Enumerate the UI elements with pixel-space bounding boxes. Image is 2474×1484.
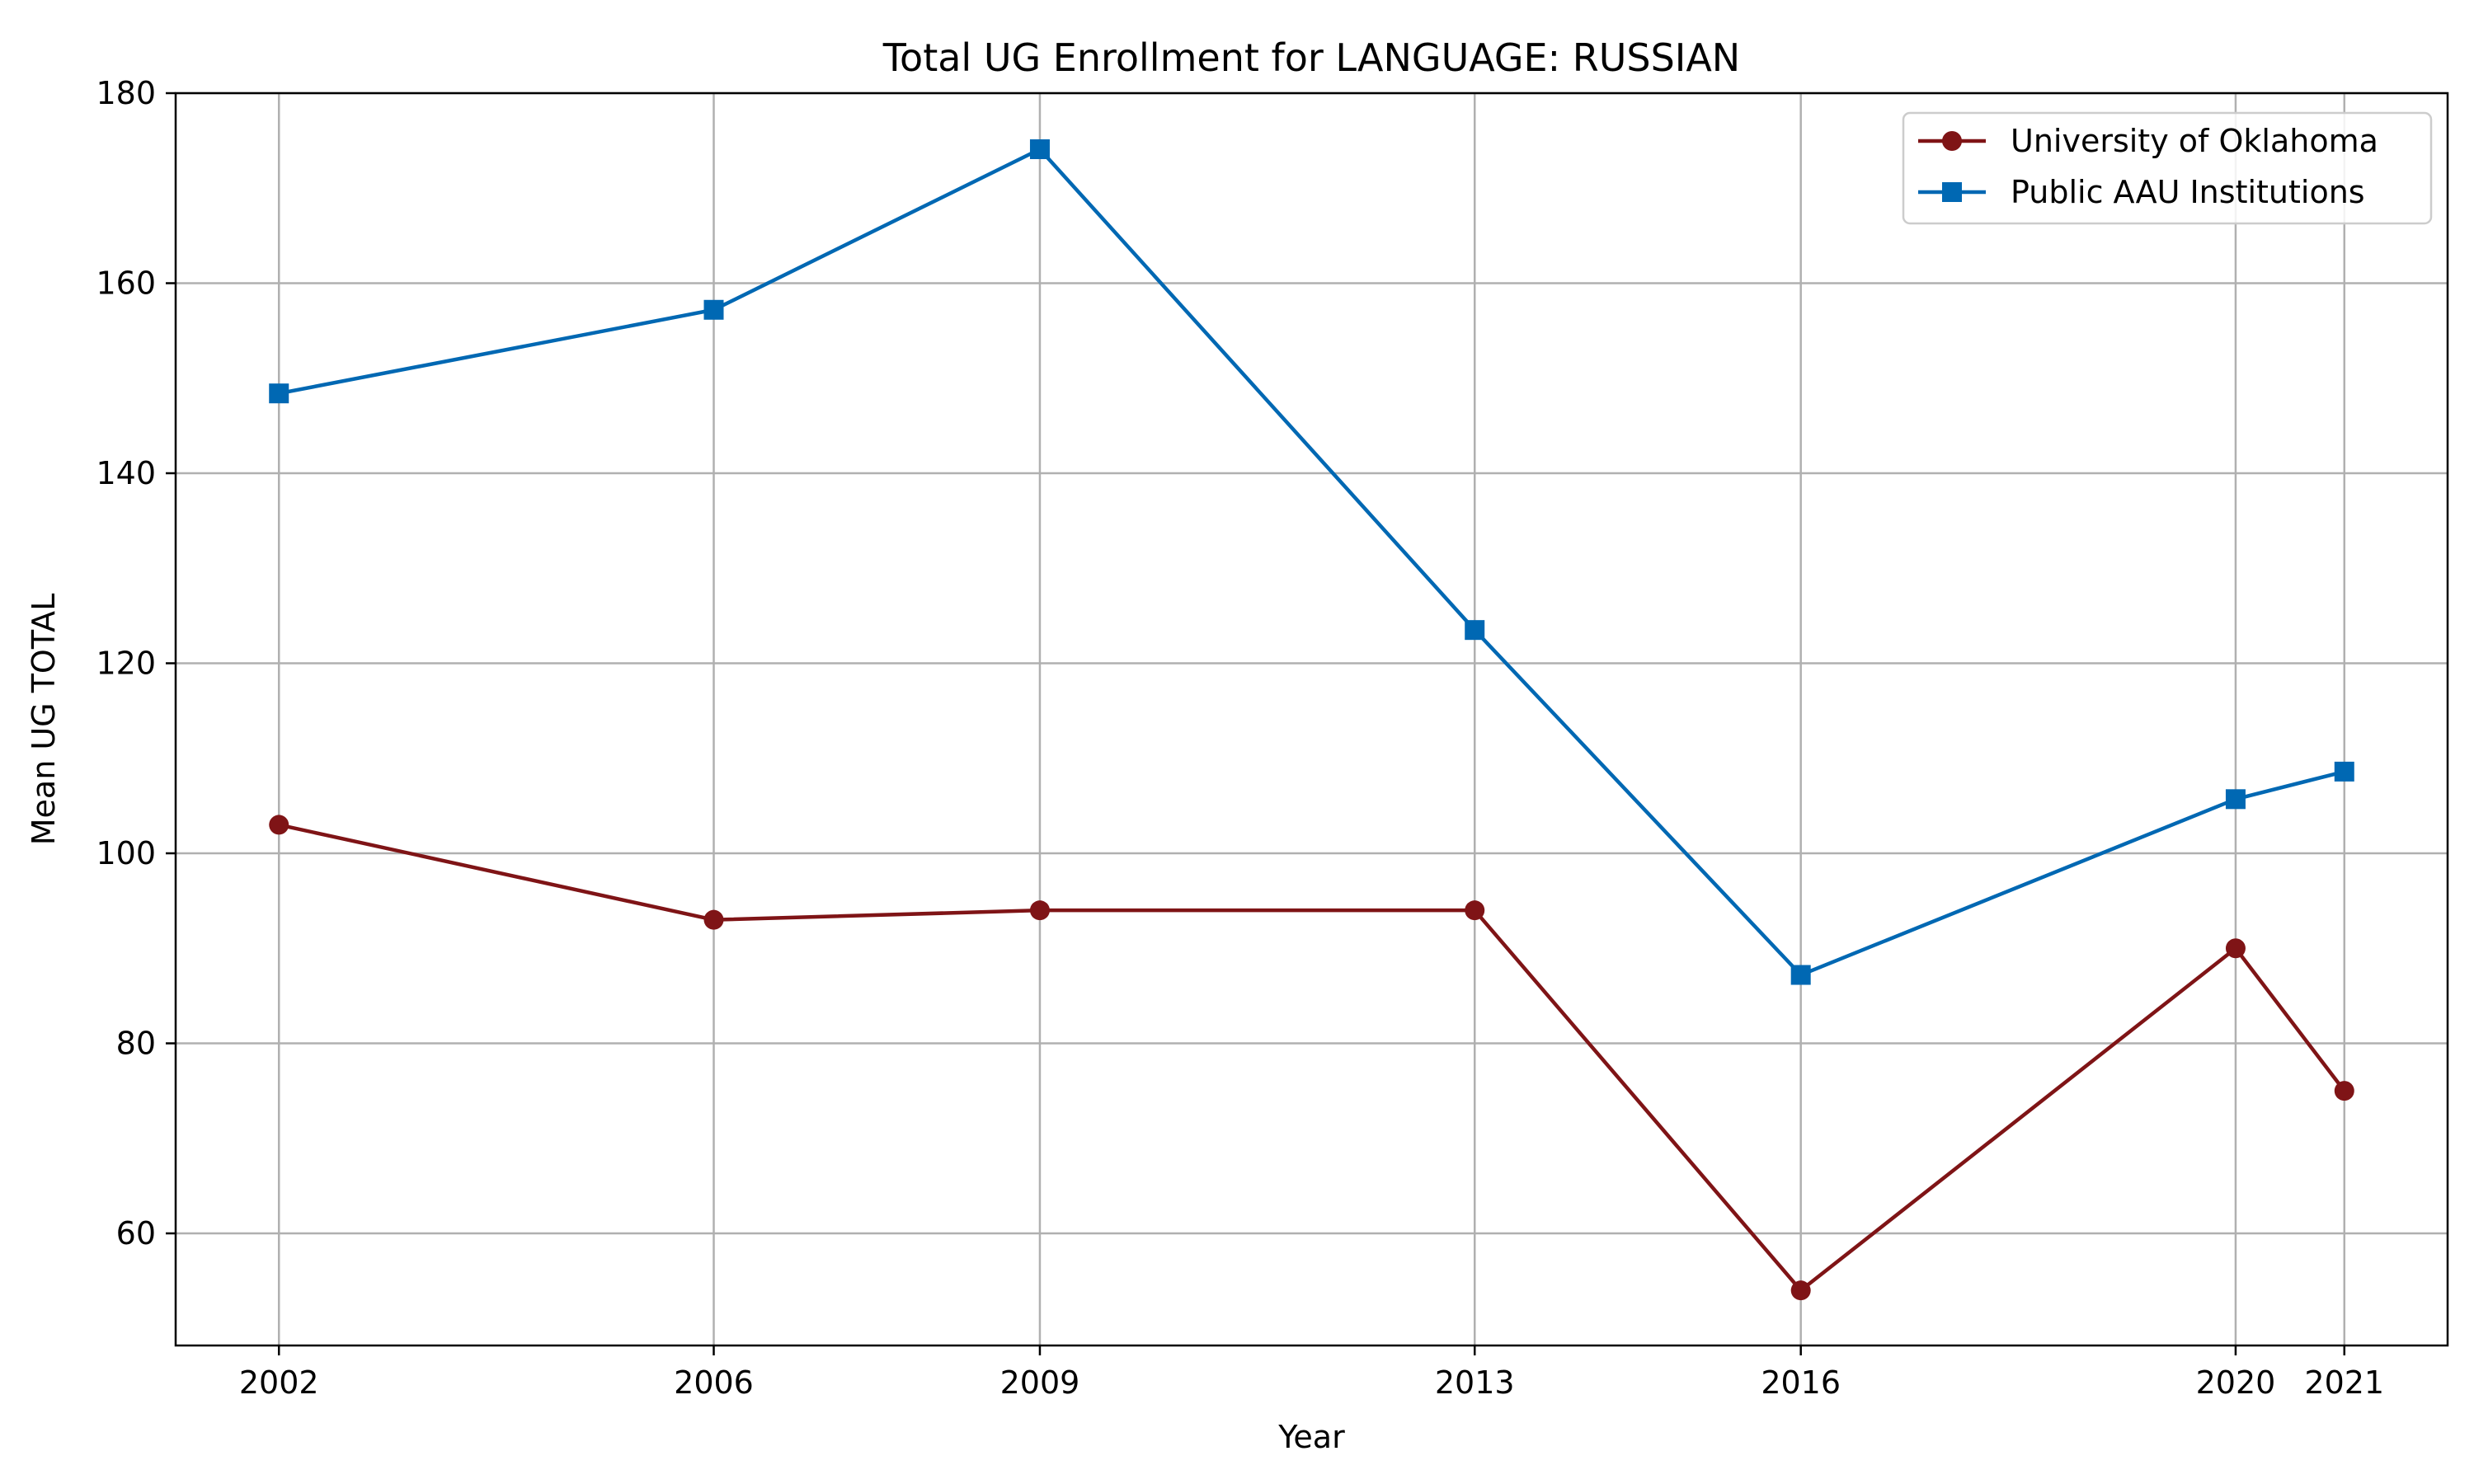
plot-frame — [174, 92, 2449, 1347]
data-point — [2334, 761, 2354, 782]
x-tick-label: 2016 — [1761, 1364, 1841, 1401]
series-layer — [269, 139, 2354, 1301]
data-point — [1465, 620, 1485, 641]
y-tick-label: 60 — [116, 1215, 156, 1252]
axis-ticks: 2002 2006 2009 2013 2016 2020 2021 60 80 100 120 14… — [96, 75, 2384, 1401]
legend: University of Oklahoma Public AAU Institu… — [1902, 111, 2433, 225]
legend-label: Public AAU Institutions — [2011, 174, 2365, 210]
data-point — [1029, 139, 1050, 159]
data-point — [1465, 900, 1485, 921]
legend-swatch-marker — [1942, 182, 1962, 202]
y-tick-label: 140 — [96, 455, 156, 491]
y-tick-label: 120 — [96, 646, 156, 682]
data-point — [1029, 900, 1050, 921]
data-point — [269, 383, 289, 404]
data-point — [1790, 965, 1811, 985]
y-tick-label: 100 — [96, 835, 156, 871]
y-tick-label: 160 — [96, 265, 156, 302]
data-point — [703, 909, 724, 930]
legend-box — [1902, 111, 2433, 225]
y-tick-label: 80 — [116, 1026, 156, 1062]
data-point — [703, 299, 724, 320]
data-point — [2334, 1081, 2354, 1101]
legend-swatch-marker — [1942, 131, 1962, 151]
y-tick-label: 180 — [96, 75, 156, 111]
x-tick-label: 2009 — [1000, 1364, 1080, 1401]
data-point — [1790, 1280, 1811, 1301]
y-axis-title: Mean UG TOTAL — [26, 594, 62, 846]
legend-label: University of Oklahoma — [2011, 123, 2378, 159]
data-point — [2225, 938, 2246, 959]
x-tick-label: 2020 — [2196, 1364, 2276, 1401]
chart-title: Total UG Enrollment for LANGUAGE: RUSSIA… — [882, 35, 1740, 80]
data-point — [269, 815, 289, 835]
x-tick-label: 2021 — [2304, 1364, 2384, 1401]
data-point — [2225, 789, 2246, 810]
x-tick-label: 2013 — [1435, 1364, 1515, 1401]
x-tick-label: 2006 — [674, 1364, 754, 1401]
x-axis-title: Year — [1277, 1419, 1345, 1455]
x-tick-label: 2002 — [239, 1364, 319, 1401]
